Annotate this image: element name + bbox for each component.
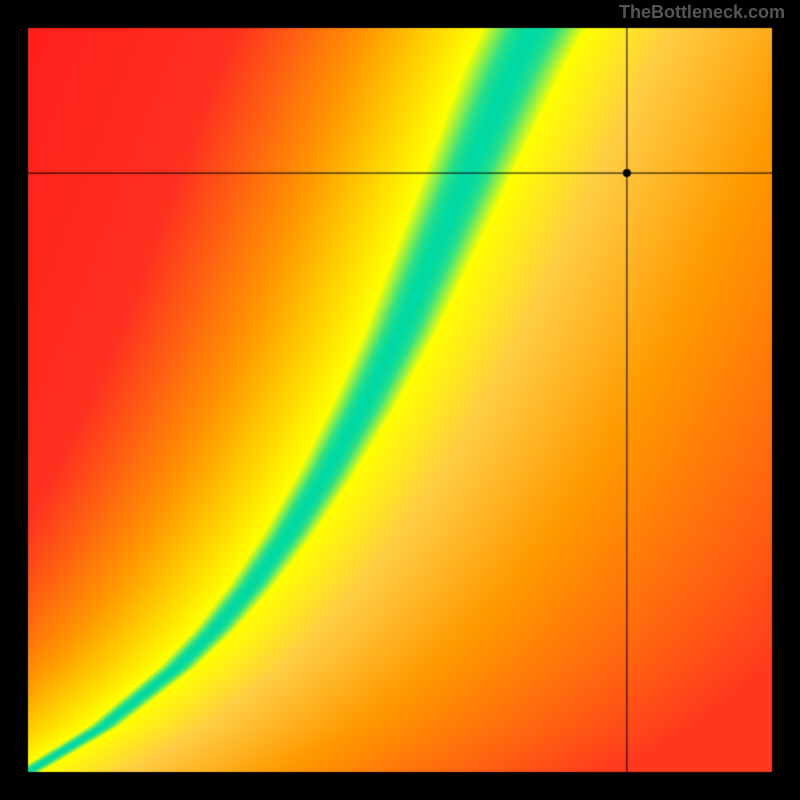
chart-container: TheBottleneck.com	[0, 0, 800, 800]
bottleneck-heatmap	[0, 0, 800, 800]
attribution-text: TheBottleneck.com	[619, 2, 785, 23]
